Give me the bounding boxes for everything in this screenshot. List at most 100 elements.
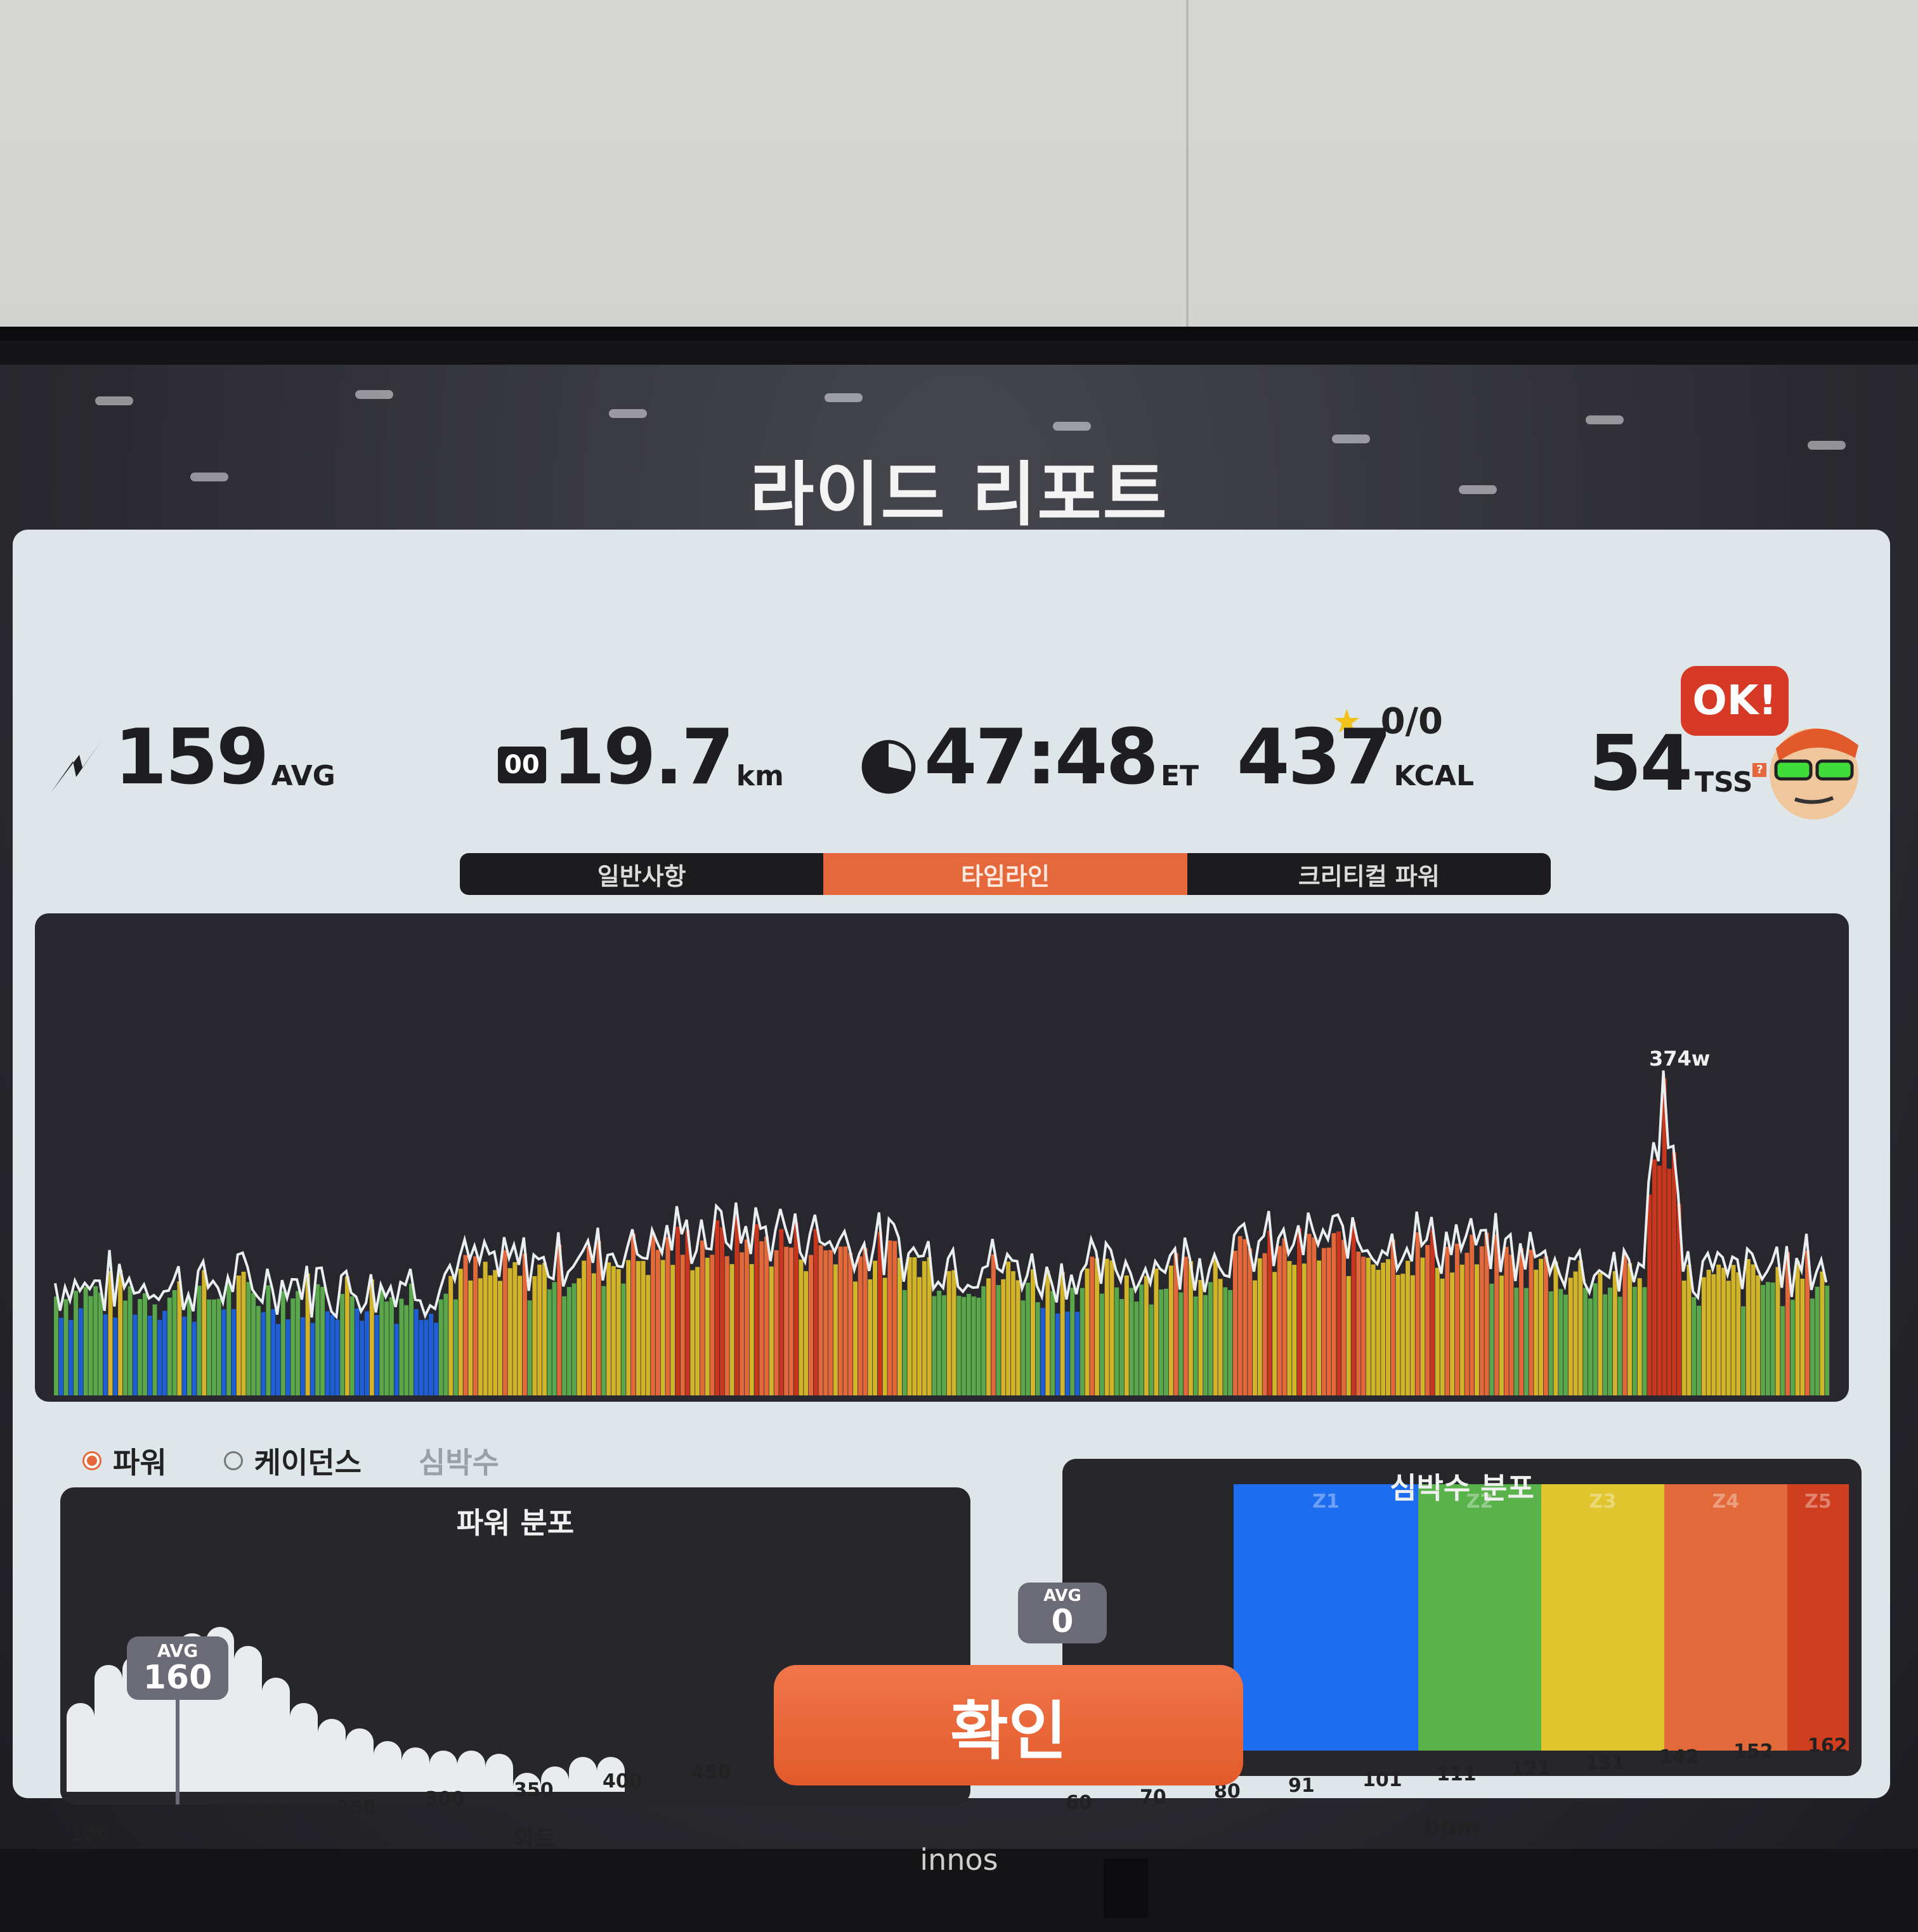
timeline-bar — [202, 1270, 207, 1395]
timeline-bar — [276, 1324, 280, 1395]
timeline-bar — [389, 1297, 394, 1395]
timeline-bar — [1257, 1258, 1262, 1395]
timeline-bar — [1761, 1284, 1766, 1395]
timeline-bar — [754, 1224, 759, 1395]
timeline-bar — [1075, 1312, 1080, 1395]
timeline-bar — [290, 1298, 296, 1395]
timeline-bar — [1676, 1203, 1681, 1395]
timeline-bar — [809, 1255, 813, 1395]
timeline-bar — [138, 1299, 143, 1395]
timeline-bar — [562, 1296, 567, 1395]
timeline-bar — [680, 1255, 685, 1395]
heart-rate-axis-tick: 111 — [1437, 1763, 1477, 1785]
timeline-bar — [1099, 1293, 1104, 1395]
timeline-bar — [1484, 1232, 1489, 1395]
timeline-bar — [1632, 1286, 1637, 1395]
timeline-bar — [355, 1308, 360, 1395]
toggle-heart-rate[interactable]: 심박수 — [419, 1440, 499, 1482]
timeline-bar — [1050, 1291, 1055, 1395]
tab-general[interactable]: 일반사항 — [597, 862, 686, 891]
speech-text: OK! — [1692, 677, 1777, 724]
timeline-bar — [1376, 1270, 1381, 1395]
timeline-bar — [1603, 1294, 1608, 1395]
timeline-bar — [1139, 1284, 1144, 1395]
timeline-bar — [1149, 1304, 1154, 1395]
timeline-bar — [1045, 1270, 1050, 1395]
tss-help-icon[interactable]: ? — [1752, 763, 1767, 777]
power-histogram-bar — [262, 1678, 290, 1792]
timeline-bar — [1415, 1232, 1420, 1395]
toggle-cadence[interactable]: 케이던스 — [223, 1440, 362, 1482]
timeline-bar — [1253, 1280, 1257, 1395]
timeline-bar — [1672, 1152, 1677, 1395]
timeline-bar — [1765, 1282, 1770, 1395]
timeline-bar — [1154, 1268, 1159, 1395]
power-histogram-bar — [541, 1766, 569, 1792]
power-histogram-bar — [513, 1773, 541, 1792]
timeline-bar — [118, 1270, 123, 1395]
timeline-bar — [152, 1304, 157, 1395]
timeline-bar — [1583, 1288, 1588, 1395]
heart-rate-zone-z2: Z2 — [1418, 1484, 1541, 1751]
timeline-bar — [285, 1319, 290, 1395]
timeline-bar — [1366, 1257, 1371, 1395]
confirm-button[interactable]: 확인 — [774, 1665, 1243, 1785]
timeline-bar — [670, 1265, 675, 1395]
timeline-bar — [1302, 1263, 1307, 1395]
timeline-bar — [1470, 1234, 1475, 1395]
timeline-bar — [1652, 1159, 1657, 1395]
timeline-bar — [369, 1279, 374, 1395]
timeline-bar — [1558, 1289, 1563, 1395]
timeline-bar — [1440, 1278, 1445, 1395]
timeline-bar — [1297, 1228, 1302, 1395]
metric-toggle: 파워 케이던스 심박수 — [82, 1440, 556, 1482]
power-axis-tick: 150 — [159, 1815, 199, 1837]
heart-rate-axis-tick: 152 — [1733, 1740, 1773, 1763]
timeline-bar — [1114, 1287, 1119, 1395]
timeline-bar — [433, 1322, 438, 1395]
timeline-bar — [1681, 1281, 1686, 1395]
timeline-bar — [443, 1293, 448, 1395]
timeline-bar — [58, 1317, 63, 1395]
power-avg-value: 160 — [143, 1659, 212, 1697]
radio-cadence[interactable] — [223, 1451, 243, 1470]
heart-rate-zone-z4: Z4 — [1664, 1484, 1787, 1751]
timeline-bar — [1277, 1246, 1282, 1395]
elapsed-time-stat: 47:48 ET — [859, 720, 1199, 796]
timeline-bar — [438, 1299, 443, 1395]
timeline-bar — [749, 1263, 754, 1395]
heart-rate-avg-badge: AVG 0 — [1018, 1583, 1107, 1643]
timeline-bar — [1553, 1262, 1558, 1395]
timeline-bar — [108, 1270, 113, 1395]
timeline-bar — [1031, 1269, 1035, 1395]
timeline-bar — [695, 1267, 700, 1395]
power-axis-tick: 350 — [514, 1779, 554, 1801]
radio-power[interactable] — [82, 1451, 101, 1470]
timeline-bar — [537, 1264, 542, 1395]
timeline-bar — [113, 1317, 118, 1395]
timeline-bar — [843, 1246, 848, 1395]
timeline-bar — [557, 1244, 562, 1395]
timeline-bar — [720, 1227, 724, 1395]
page-title: 라이드 리포트 — [750, 454, 1168, 535]
tab-critical-power[interactable]: 크리티컬 파워 — [1298, 862, 1440, 891]
timeline-bar — [971, 1296, 976, 1395]
timeline-bar — [325, 1311, 330, 1395]
timeline-bar — [1450, 1272, 1455, 1395]
timeline-bar — [1134, 1302, 1139, 1395]
timeline-bar — [78, 1308, 83, 1395]
toggle-power[interactable]: 파워 — [82, 1440, 167, 1482]
timeline-bar — [1184, 1256, 1189, 1395]
heart-rate-axis-tick: 121 — [1511, 1758, 1551, 1780]
timeline-bar — [882, 1277, 887, 1395]
timeline-bar — [1800, 1278, 1805, 1395]
timeline-bar — [429, 1314, 434, 1395]
timeline-bar — [379, 1289, 384, 1395]
timeline-bar — [360, 1321, 365, 1395]
timeline-bar — [1745, 1259, 1751, 1395]
timeline-bar — [764, 1236, 769, 1395]
timeline-bar — [611, 1266, 616, 1395]
timeline-bar — [167, 1297, 172, 1395]
timeline-bar — [1420, 1257, 1425, 1395]
tab-timeline[interactable]: 타임라인 — [823, 853, 1187, 895]
